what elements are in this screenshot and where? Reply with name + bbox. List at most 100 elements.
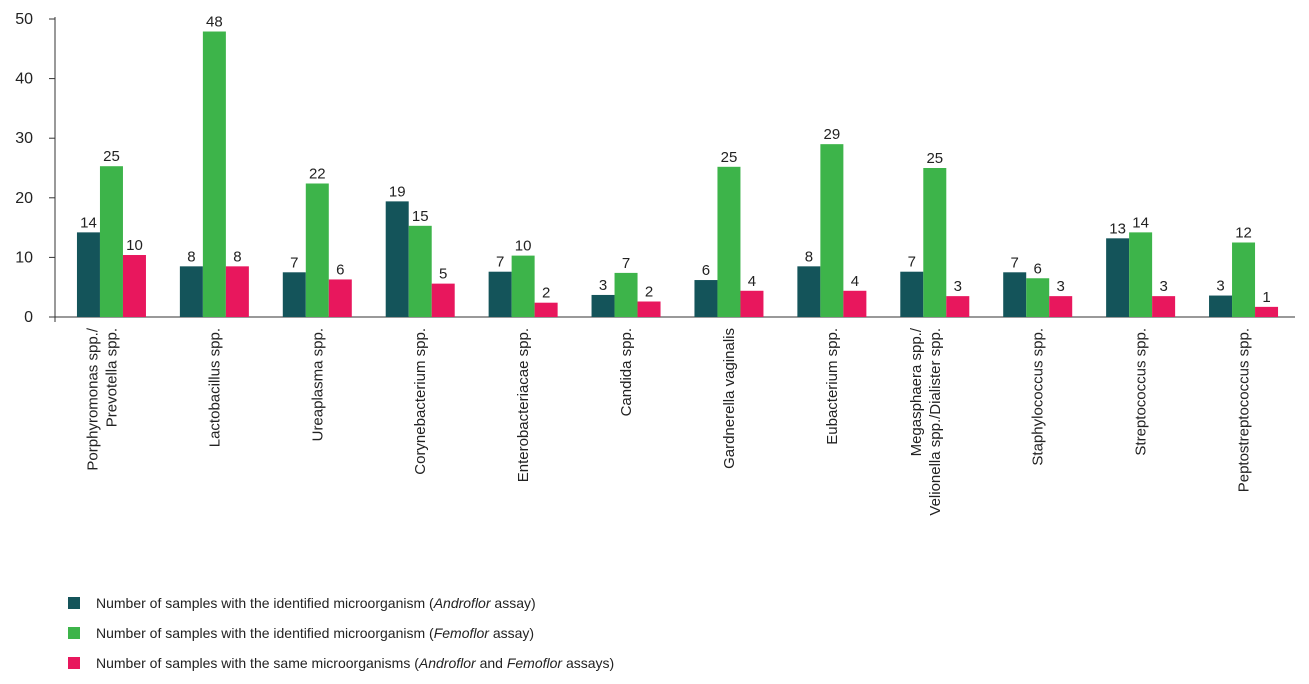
bar xyxy=(591,294,615,317)
bar xyxy=(946,296,970,317)
data-label: 7 xyxy=(622,255,630,272)
bar xyxy=(740,290,764,317)
category-label: Megasphaera spp./Velionella spp./Dialist… xyxy=(908,327,944,515)
y-tick-label: 20 xyxy=(15,190,33,207)
bar xyxy=(408,225,432,317)
bar xyxy=(534,302,558,317)
legend-label-part: Number of samples with the identified mi… xyxy=(96,625,434,641)
bar xyxy=(717,166,741,317)
data-label: 8 xyxy=(187,248,195,265)
data-label: 3 xyxy=(1159,278,1167,295)
bar xyxy=(305,183,329,317)
data-label: 7 xyxy=(908,254,916,271)
data-label: 10 xyxy=(515,238,532,255)
category-label-line: Porphyromonas spp./ xyxy=(84,327,101,470)
bar xyxy=(76,232,100,317)
category-label: Candida spp. xyxy=(618,328,635,416)
category-label-line: Candida spp. xyxy=(618,328,635,416)
bar xyxy=(820,144,844,317)
data-label: 25 xyxy=(721,149,738,166)
legend-label-part: and xyxy=(475,655,507,671)
bar xyxy=(1232,242,1256,317)
data-label: 7 xyxy=(290,254,298,271)
y-tick-label: 30 xyxy=(15,130,33,147)
category-label-line: Staphylococcus spp. xyxy=(1030,328,1047,466)
data-label: 6 xyxy=(702,262,710,279)
data-label: 14 xyxy=(80,214,97,231)
data-label: 22 xyxy=(309,165,326,182)
category-label: Ureaplasma spp. xyxy=(309,328,326,441)
legend-label-part: Number of samples with the identified mi… xyxy=(96,595,434,611)
chart-legend: Number of samples with the identified mi… xyxy=(68,592,614,682)
category-label-line: Peptostreptococcus spp. xyxy=(1236,328,1253,492)
data-label: 25 xyxy=(926,150,943,167)
category-label-line: Eubacterium spp. xyxy=(824,328,841,445)
category-label: Lactobacillus spp. xyxy=(206,328,223,447)
category-label: Gardnerella vaginalis xyxy=(721,328,738,469)
y-tick-label: 0 xyxy=(24,309,33,326)
legend-label: Number of samples with the identified mi… xyxy=(96,625,534,641)
category-label: Enterobacteriacae spp. xyxy=(515,328,532,482)
data-label: 25 xyxy=(103,148,120,165)
y-tick-label: 10 xyxy=(15,249,33,266)
category-label-line: Enterobacteriacae spp. xyxy=(515,328,532,482)
category-label-line: Lactobacillus spp. xyxy=(206,328,223,447)
legend-label-part: Femoflor xyxy=(506,655,563,671)
legend-swatch xyxy=(68,657,80,669)
bar xyxy=(1003,272,1027,317)
category-label: Corynebacterium spp. xyxy=(412,328,429,475)
data-label: 8 xyxy=(233,248,241,265)
legend-swatch xyxy=(68,627,80,639)
legend-label-part: assay) xyxy=(490,595,536,611)
legend-swatch xyxy=(68,597,80,609)
legend-label-part: Femoflor xyxy=(433,625,489,641)
bar xyxy=(1255,306,1279,317)
data-label: 10 xyxy=(126,237,143,254)
data-label: 5 xyxy=(439,266,447,283)
bar xyxy=(202,31,226,318)
bar xyxy=(900,271,924,317)
y-tick-label: 50 xyxy=(15,11,33,28)
legend-item: Number of samples with the identified mi… xyxy=(68,622,614,644)
data-label: 13 xyxy=(1109,220,1126,237)
data-label: 2 xyxy=(542,285,550,302)
legend-item: Number of samples with the identified mi… xyxy=(68,592,614,614)
data-label: 8 xyxy=(805,248,813,265)
category-label: Eubacterium spp. xyxy=(824,328,841,445)
bar xyxy=(99,166,123,317)
data-label: 7 xyxy=(496,254,504,271)
data-label: 6 xyxy=(1034,260,1042,277)
bar xyxy=(385,201,409,317)
legend-label-part: assays) xyxy=(562,655,615,671)
category-label: Peptostreptococcus spp. xyxy=(1236,328,1253,492)
legend-label-part: Androflor xyxy=(433,595,491,611)
data-label: 7 xyxy=(1011,254,1019,271)
category-label-line: Velionella spp./Dialister spp. xyxy=(927,328,944,516)
bar xyxy=(328,279,352,317)
data-label: 4 xyxy=(748,273,756,290)
y-tick-label: 40 xyxy=(15,71,33,88)
category-label: Porphyromonas spp./Prevotella spp. xyxy=(84,327,120,470)
legend-label-part: assay) xyxy=(488,625,535,641)
category-label-line: Streptococcus spp. xyxy=(1133,328,1150,456)
bar xyxy=(694,280,718,317)
data-label: 3 xyxy=(599,277,607,294)
category-label-line: Megasphaera spp./ xyxy=(908,327,925,456)
legend-label-part: Number of samples with the same microorg… xyxy=(96,655,419,671)
category-label-line: Prevotella spp. xyxy=(103,328,120,427)
data-label: 3 xyxy=(1057,278,1065,295)
data-label: 3 xyxy=(954,278,962,295)
data-label: 19 xyxy=(389,183,406,200)
bar xyxy=(1026,278,1050,317)
data-label: 12 xyxy=(1235,225,1252,242)
bar xyxy=(797,266,821,317)
category-label-line: Corynebacterium spp. xyxy=(412,328,429,475)
category-label: Staphylococcus spp. xyxy=(1030,328,1047,466)
data-label: 3 xyxy=(1216,278,1224,295)
bar xyxy=(122,255,146,317)
data-label: 48 xyxy=(206,14,223,31)
legend-item: Number of samples with the same microorg… xyxy=(68,652,614,674)
bar xyxy=(431,283,455,317)
bar xyxy=(225,266,249,317)
category-label: Streptococcus spp. xyxy=(1133,328,1150,456)
